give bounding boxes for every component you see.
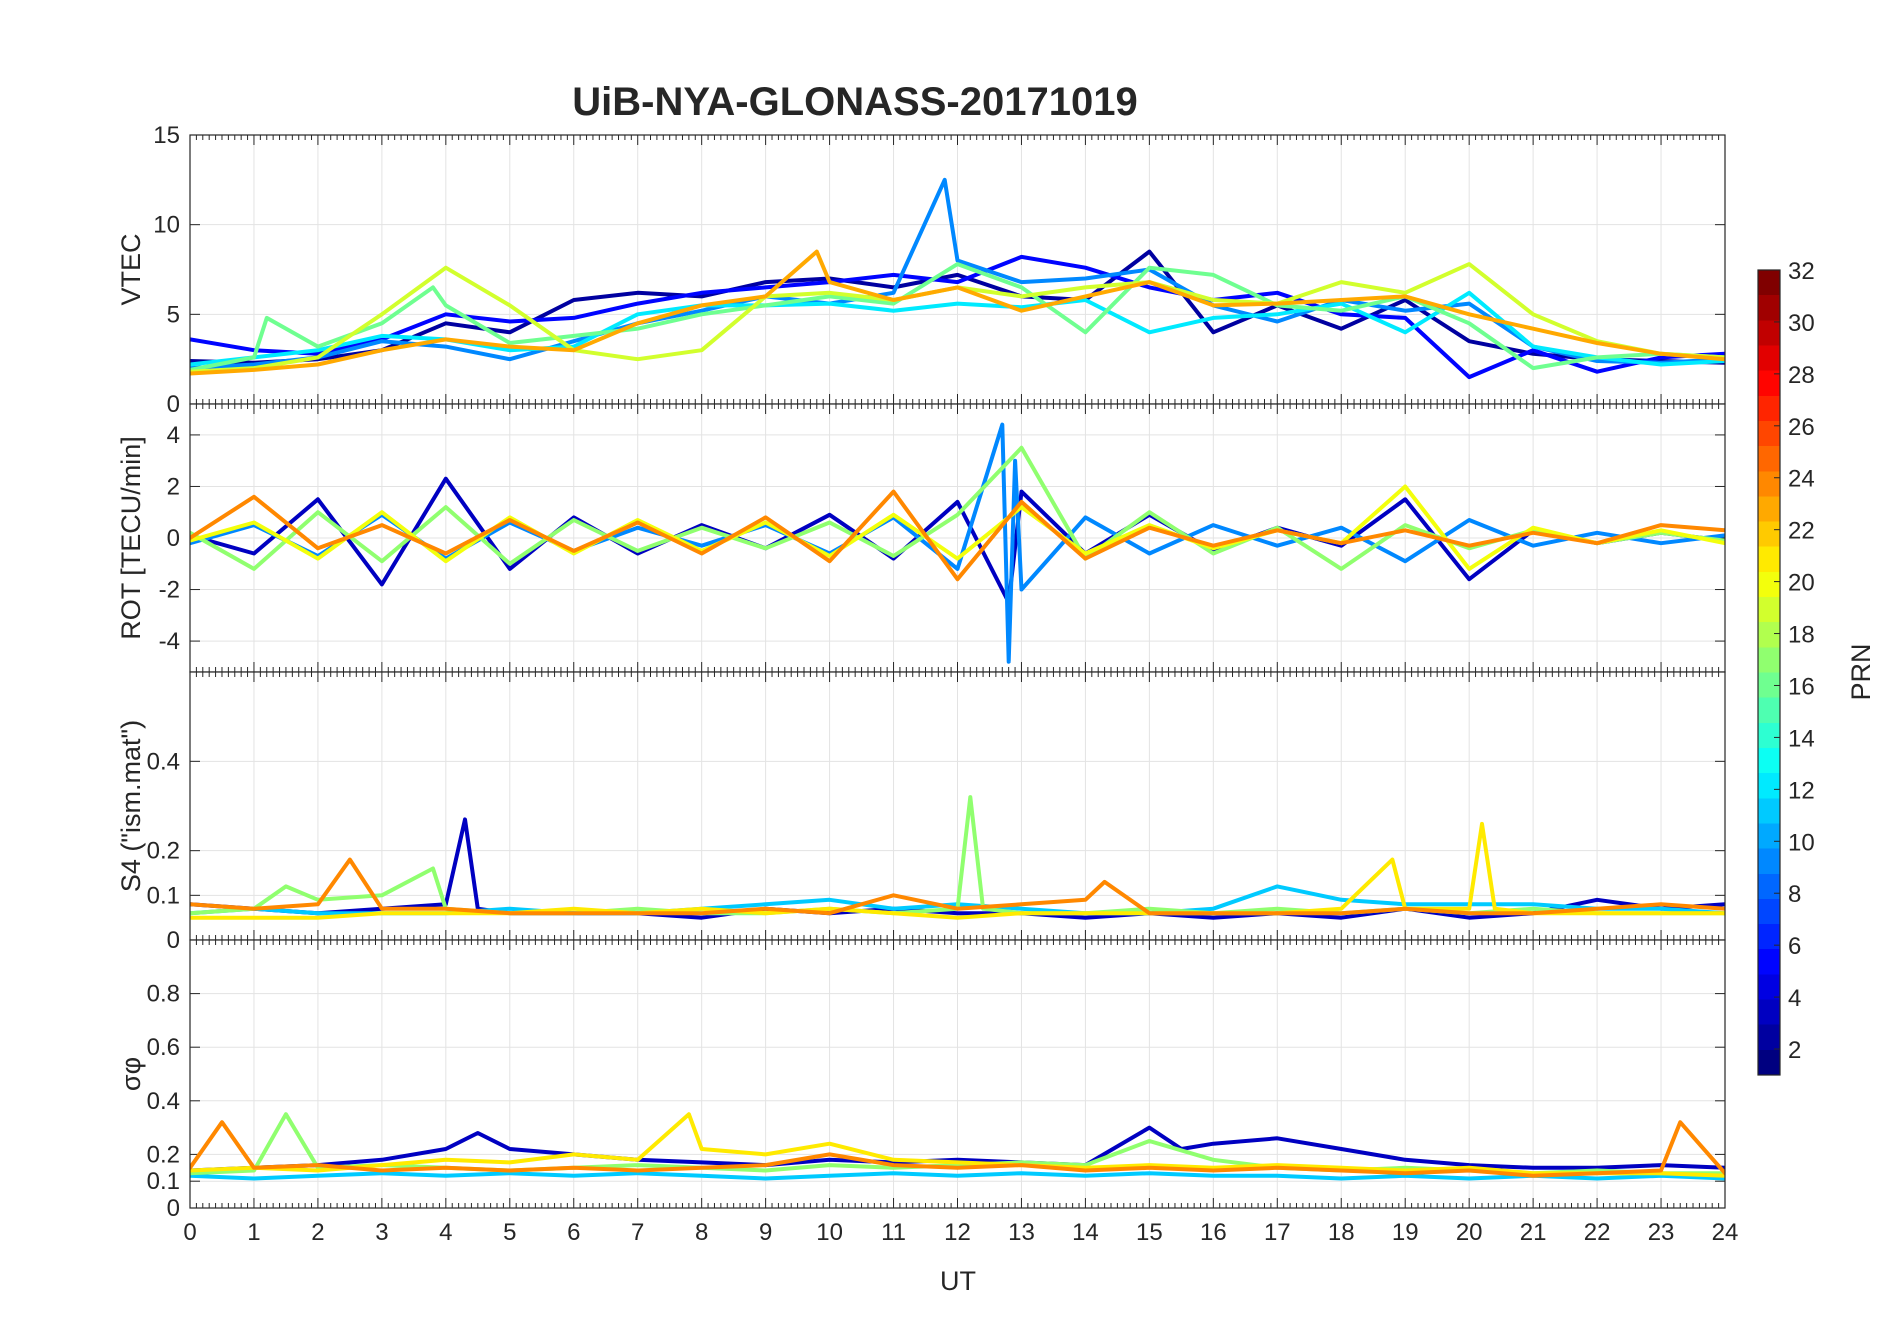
x-tick-label: 1	[247, 1219, 260, 1246]
x-tick-label: 0	[183, 1219, 196, 1246]
x-tick-label: 23	[1648, 1219, 1675, 1246]
x-tick-label: 12	[944, 1219, 971, 1246]
colorbar-tick-label: 10	[1788, 829, 1815, 856]
x-tick-label: 5	[503, 1219, 516, 1246]
colorbar-tick-label: 12	[1788, 777, 1815, 804]
colorbar-tick-label: 8	[1788, 881, 1801, 908]
colorbar-tick-label: 32	[1788, 258, 1815, 285]
x-tick-label: 8	[695, 1219, 708, 1246]
x-tick-label: 18	[1328, 1219, 1355, 1246]
x-tick-label: 6	[567, 1219, 580, 1246]
y-tick-label: 15	[153, 122, 180, 149]
panel-rot: -4 -2 0 2 4 ROT [TECU/min]	[116, 403, 1726, 673]
y-tick-label: 0.8	[147, 981, 180, 1008]
series-line-prn-5	[190, 254, 1725, 380]
x-tick-label: 16	[1200, 1219, 1227, 1246]
y-tick-label: 0.1	[147, 882, 180, 909]
colorbar-tick-label: 28	[1788, 362, 1815, 389]
series-line-prn-11	[190, 1171, 1725, 1181]
x-axis: 0 1 2 3 4 5 6 7 8 9 10 11 12 13 14 15 16 17 18 19 20 21 22 23 24	[183, 1219, 1738, 1246]
y-tick-label: 0.6	[147, 1034, 180, 1061]
series-line-prn-16	[190, 262, 1725, 372]
series-line-prn-23	[190, 249, 1725, 376]
colorbar-tick-label: 6	[1788, 933, 1801, 960]
x-tick-label: 17	[1264, 1219, 1291, 1246]
y-tick-label: -2	[159, 577, 180, 604]
series-line-prn-21	[190, 1112, 1725, 1178]
y-tick-label: 0.2	[147, 1141, 180, 1168]
series-line-prn-3	[190, 1125, 1725, 1173]
colorbar-tick-label: 14	[1788, 725, 1815, 752]
colorbar-tick-label: 30	[1788, 310, 1815, 337]
series-line-prn-3	[190, 476, 1725, 605]
x-tick-label: 24	[1712, 1219, 1739, 1246]
y-tick-label: 0.1	[147, 1168, 180, 1195]
x-axis-label: UT	[940, 1266, 976, 1296]
series-line-prn-9	[190, 177, 1725, 371]
colorbar-scale	[1757, 269, 1781, 1076]
x-tick-label: 15	[1136, 1219, 1163, 1246]
series-line-prn-20	[190, 484, 1725, 571]
y-tick-label: 10	[153, 212, 180, 239]
series-line-prn-24	[190, 489, 1725, 582]
series-line-prn-24	[190, 1120, 1725, 1178]
chart-title: UiB-NYA-GLONASS-20171019	[572, 80, 1137, 124]
y-tick-label: 0	[167, 927, 180, 954]
x-tick-label: 20	[1456, 1219, 1483, 1246]
x-tick-label: 4	[439, 1219, 452, 1246]
series-line-prn-17	[190, 445, 1725, 571]
colorbar-tick-label: 18	[1788, 622, 1815, 649]
x-tick-label: 22	[1584, 1219, 1611, 1246]
y-tick-label: 0.2	[147, 838, 180, 865]
y-tick-label: 5	[167, 301, 180, 328]
colorbar-tick-label: 22	[1788, 518, 1815, 545]
y-axis-label-vtec: VTEC	[116, 233, 146, 305]
panel-sigma: 00.10.2 0.4 0.6 0.8 σφ	[116, 939, 1726, 1222]
panel-vtec: 0 5 10 15 VTEC	[116, 122, 1726, 418]
y-tick-label: 0	[167, 1195, 180, 1222]
series-line-prn-2	[190, 249, 1725, 365]
x-tick-label: 2	[311, 1219, 324, 1246]
x-tick-label: 9	[759, 1219, 772, 1246]
y-axis-label-s4: S4 ("ism.mat")	[116, 720, 146, 892]
y-tick-label: 4	[167, 422, 180, 449]
colorbar-tick-label: 2	[1788, 1037, 1801, 1064]
colorbar-tick-label: 16	[1788, 673, 1815, 700]
colorbar-tick-label: 26	[1788, 414, 1815, 441]
series-line-prn-24	[190, 857, 1725, 916]
y-axis-label-sigma: σφ	[116, 1057, 146, 1091]
y-tick-label: 2	[167, 473, 180, 500]
colorbar-tick-label: 24	[1788, 466, 1815, 493]
x-tick-label: 19	[1392, 1219, 1419, 1246]
series-line-prn-21	[190, 821, 1725, 920]
x-tick-label: 21	[1520, 1219, 1547, 1246]
x-tick-label: 14	[1072, 1219, 1099, 1246]
panel-s4: 0 0.1 0.2 0.4S4 ("ism.mat")	[116, 671, 1726, 954]
x-tick-label: 10	[816, 1219, 843, 1246]
colorbar-label: PRN	[1846, 643, 1876, 700]
y-tick-label: 0	[167, 391, 180, 418]
x-tick-label: 13	[1008, 1219, 1035, 1246]
y-tick-label: -4	[159, 628, 180, 655]
y-tick-label: 0	[167, 525, 180, 552]
y-axis-label-rot: ROT [TECU/min]	[116, 436, 146, 640]
colorbar-tick-label: 20	[1788, 570, 1815, 597]
x-tick-label: 11	[881, 1219, 906, 1246]
y-tick-label: 0.4	[147, 748, 180, 775]
y-tick-label: 0.4	[147, 1088, 180, 1115]
x-tick-label: 7	[631, 1219, 644, 1246]
x-tick-label: 3	[375, 1219, 388, 1246]
colorbar-tick-label: 4	[1788, 985, 1801, 1012]
